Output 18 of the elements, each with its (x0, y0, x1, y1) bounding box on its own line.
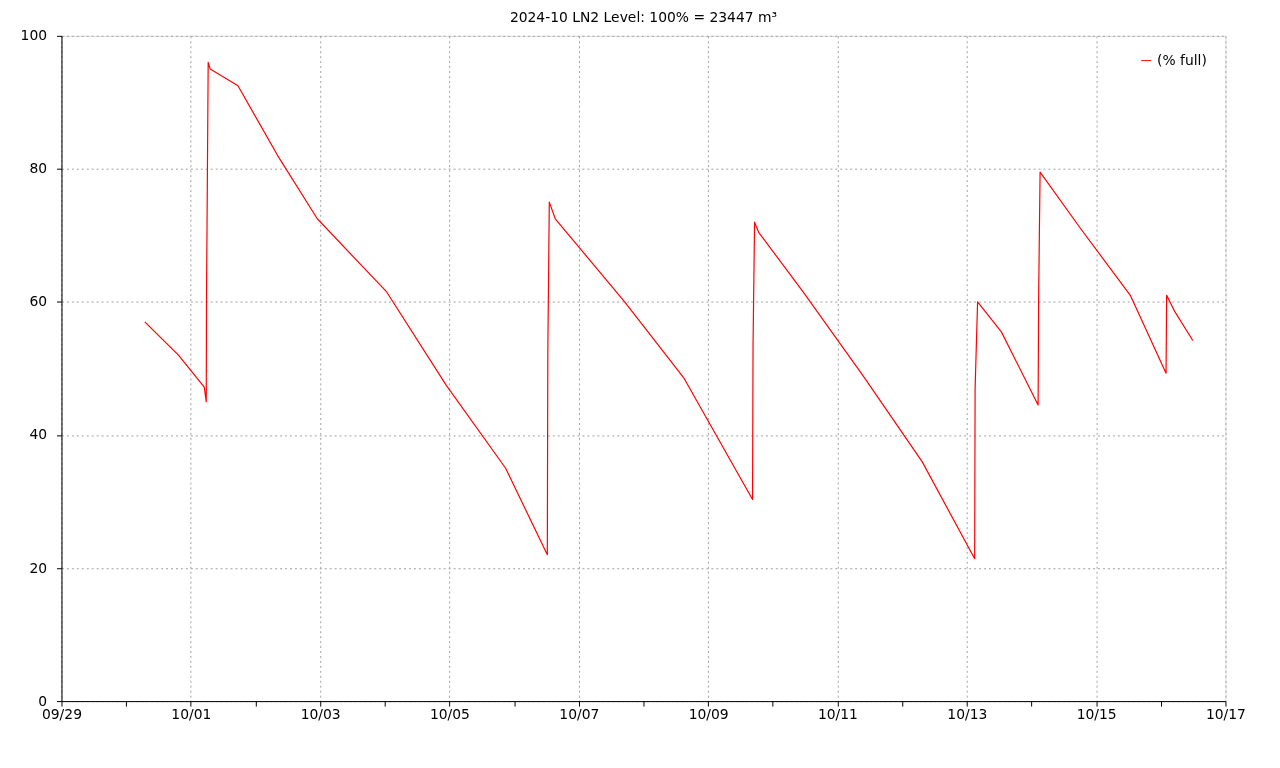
y-tick-label: 80 (29, 160, 48, 177)
x-tick-label: 09/29 (41, 706, 82, 723)
y-tick-label: 60 (29, 293, 48, 310)
x-tick-label: 10/13 (947, 706, 988, 723)
chart-title: 2024-10 LN2 Level: 100% = 23447 m³ (509, 8, 778, 25)
x-tick-label: 10/15 (1076, 706, 1117, 723)
x-tick-label: 10/07 (559, 706, 600, 723)
x-tick-label: 10/05 (429, 706, 470, 723)
x-tick-label: 10/17 (1205, 706, 1246, 723)
x-tick-label: 10/01 (171, 706, 212, 723)
y-tick-label: 100 (20, 27, 48, 44)
x-tick-label: 10/09 (688, 706, 729, 723)
y-tick-label: 40 (29, 426, 48, 443)
x-tick-label: 10/11 (817, 706, 858, 723)
y-tick-label: 20 (29, 559, 48, 576)
y-tick-label: 0 (38, 692, 48, 709)
legend-label: (% full) (1157, 51, 1207, 68)
x-tick-label: 10/03 (300, 706, 341, 723)
